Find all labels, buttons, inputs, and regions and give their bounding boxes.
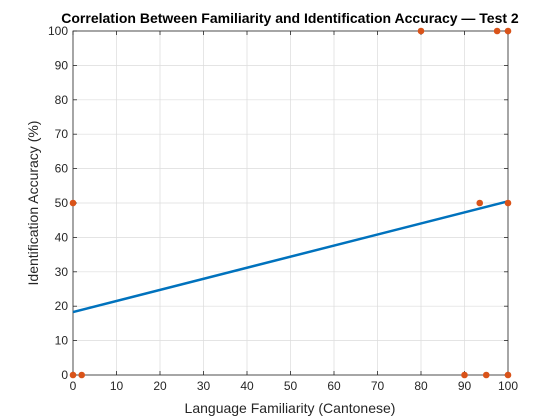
x-axis-label: Language Familiarity (Cantonese) <box>185 400 396 416</box>
x-tick-label: 60 <box>327 379 341 393</box>
fit-line-group <box>72 200 509 314</box>
data-point <box>504 371 512 379</box>
data-point <box>482 371 490 379</box>
x-tick-label: 20 <box>153 379 167 393</box>
data-point <box>476 199 484 207</box>
data-point <box>504 27 512 35</box>
y-tick-label: 90 <box>55 58 69 72</box>
y-tick-label: 100 <box>48 24 68 38</box>
x-tick-label: 80 <box>414 379 428 393</box>
y-tick-label: 40 <box>55 230 69 244</box>
data-point <box>493 27 501 35</box>
x-tick-label: 90 <box>458 379 472 393</box>
chart-title: Correlation Between Familiarity and Iden… <box>61 10 519 26</box>
y-tick-label: 10 <box>55 334 69 348</box>
fit-line <box>72 200 509 314</box>
y-tick-label: 50 <box>55 196 69 210</box>
y-tick-label: 30 <box>55 265 69 279</box>
data-point <box>417 27 425 35</box>
x-tick-label: 70 <box>371 379 385 393</box>
x-tick-label: 50 <box>284 379 298 393</box>
x-tick-label: 10 <box>110 379 124 393</box>
x-tick-label: 100 <box>498 379 518 393</box>
axis-ticks: 0 10 20 30 40 50 60 70 80 90 100 0 10 20 30 40 50 60 70 80 9… <box>48 24 518 393</box>
data-point <box>78 371 85 379</box>
data-point <box>69 371 77 379</box>
data-point <box>461 371 468 379</box>
data-point <box>504 199 512 207</box>
y-tick-label: 60 <box>55 162 69 176</box>
y-tick-label: 20 <box>55 299 69 313</box>
y-axis-label: Identification Accuracy (%) <box>25 121 41 286</box>
y-tick-label: 0 <box>61 368 68 382</box>
x-tick-label: 30 <box>197 379 211 393</box>
y-tick-label: 70 <box>55 127 69 141</box>
data-point <box>69 199 77 207</box>
x-tick-label: 0 <box>70 379 77 393</box>
y-tick-label: 80 <box>55 93 69 107</box>
data-points <box>69 27 512 379</box>
x-tick-label: 40 <box>240 379 254 393</box>
